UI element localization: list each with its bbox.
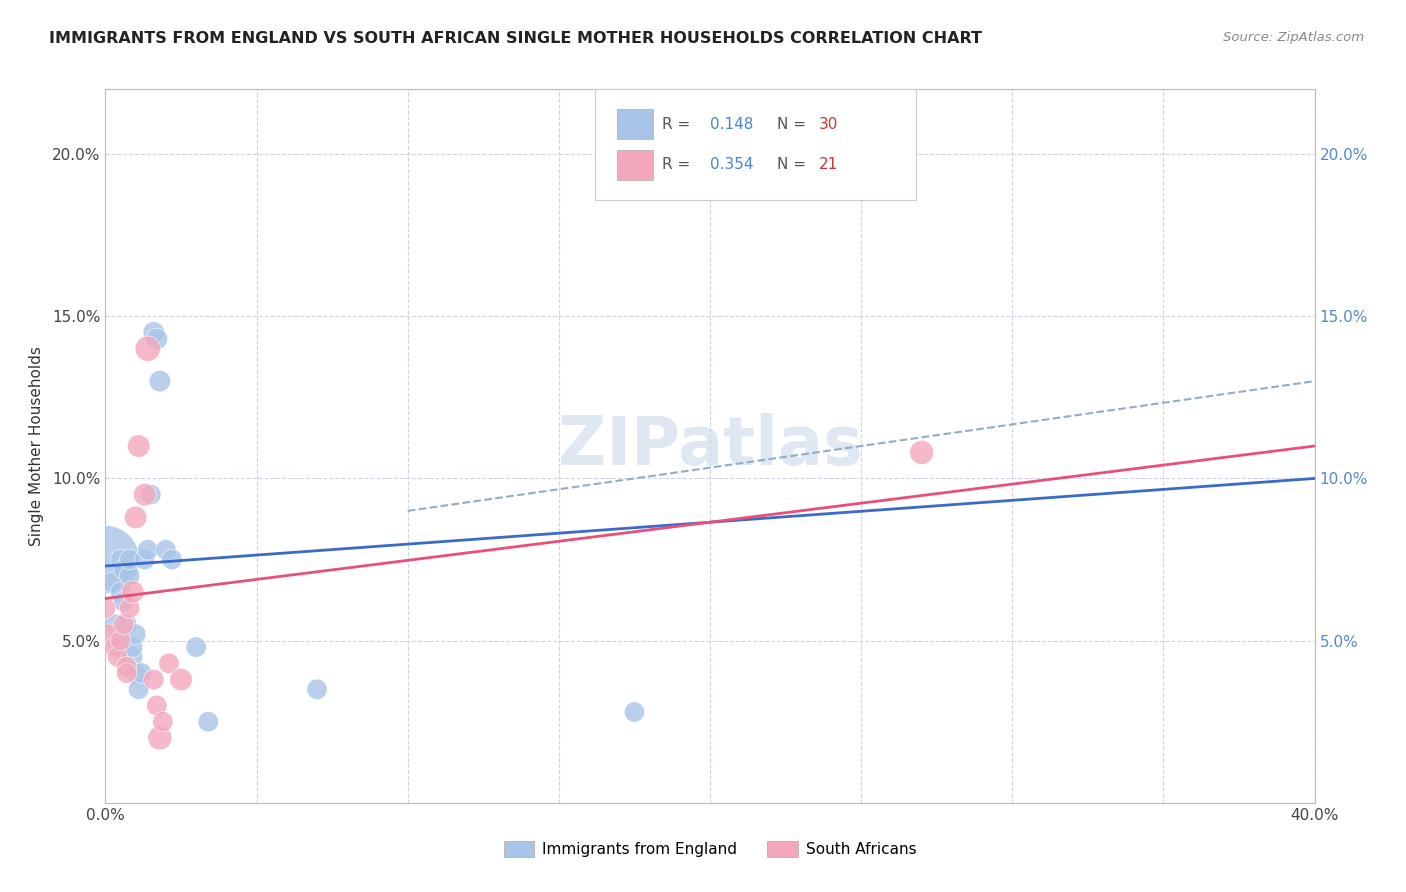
Point xyxy=(152,714,174,729)
Point xyxy=(110,633,132,648)
Point xyxy=(97,627,120,641)
Point xyxy=(134,552,156,566)
FancyBboxPatch shape xyxy=(595,89,915,200)
Point xyxy=(115,666,138,681)
Text: 21: 21 xyxy=(818,157,838,171)
Point xyxy=(623,705,645,719)
Text: N =: N = xyxy=(776,117,810,132)
Point xyxy=(125,627,148,641)
Point xyxy=(107,640,129,654)
Point xyxy=(157,657,180,671)
Point xyxy=(107,633,129,648)
Text: R =: R = xyxy=(662,117,695,132)
Point xyxy=(121,640,143,654)
Point xyxy=(149,731,172,745)
Point xyxy=(131,666,153,681)
Point xyxy=(107,649,129,664)
Point xyxy=(118,568,141,582)
FancyBboxPatch shape xyxy=(617,150,654,180)
Text: N =: N = xyxy=(776,157,810,171)
Point xyxy=(134,488,156,502)
Point xyxy=(307,682,329,697)
Point xyxy=(146,698,169,713)
Point xyxy=(170,673,193,687)
Point xyxy=(139,488,162,502)
Legend: Immigrants from England, South Africans: Immigrants from England, South Africans xyxy=(498,835,922,863)
Point xyxy=(160,552,183,566)
Point xyxy=(155,542,177,557)
Point xyxy=(128,682,150,697)
Point xyxy=(142,673,165,687)
Point xyxy=(110,585,132,599)
Point xyxy=(112,562,135,576)
Point xyxy=(125,510,148,524)
Point xyxy=(100,575,122,590)
Text: R =: R = xyxy=(662,157,695,171)
Text: 0.354: 0.354 xyxy=(710,157,754,171)
Point xyxy=(94,601,117,615)
Point xyxy=(911,445,934,459)
Text: ZIPatlas: ZIPatlas xyxy=(558,413,862,479)
FancyBboxPatch shape xyxy=(617,109,654,139)
Point xyxy=(121,649,143,664)
Point xyxy=(149,374,172,388)
Text: IMMIGRANTS FROM ENGLAND VS SOUTH AFRICAN SINGLE MOTHER HOUSEHOLDS CORRELATION CH: IMMIGRANTS FROM ENGLAND VS SOUTH AFRICAN… xyxy=(49,31,983,46)
Point xyxy=(197,714,219,729)
Point xyxy=(115,617,138,632)
Point xyxy=(94,552,117,566)
Point xyxy=(125,666,148,681)
Y-axis label: Single Mother Households: Single Mother Households xyxy=(30,346,44,546)
Point xyxy=(112,595,135,609)
Point xyxy=(110,552,132,566)
Point xyxy=(136,542,159,557)
Point xyxy=(103,617,125,632)
Text: 0.148: 0.148 xyxy=(710,117,754,132)
Point xyxy=(121,585,143,599)
Point xyxy=(115,659,138,673)
Point xyxy=(136,342,159,356)
Point xyxy=(118,601,141,615)
Point xyxy=(103,640,125,654)
Point xyxy=(128,439,150,453)
Point xyxy=(112,617,135,632)
Point xyxy=(142,326,165,340)
Point xyxy=(146,332,169,346)
Text: Source: ZipAtlas.com: Source: ZipAtlas.com xyxy=(1223,31,1364,45)
Point xyxy=(118,552,141,566)
Point xyxy=(186,640,208,654)
Text: 30: 30 xyxy=(818,117,838,132)
